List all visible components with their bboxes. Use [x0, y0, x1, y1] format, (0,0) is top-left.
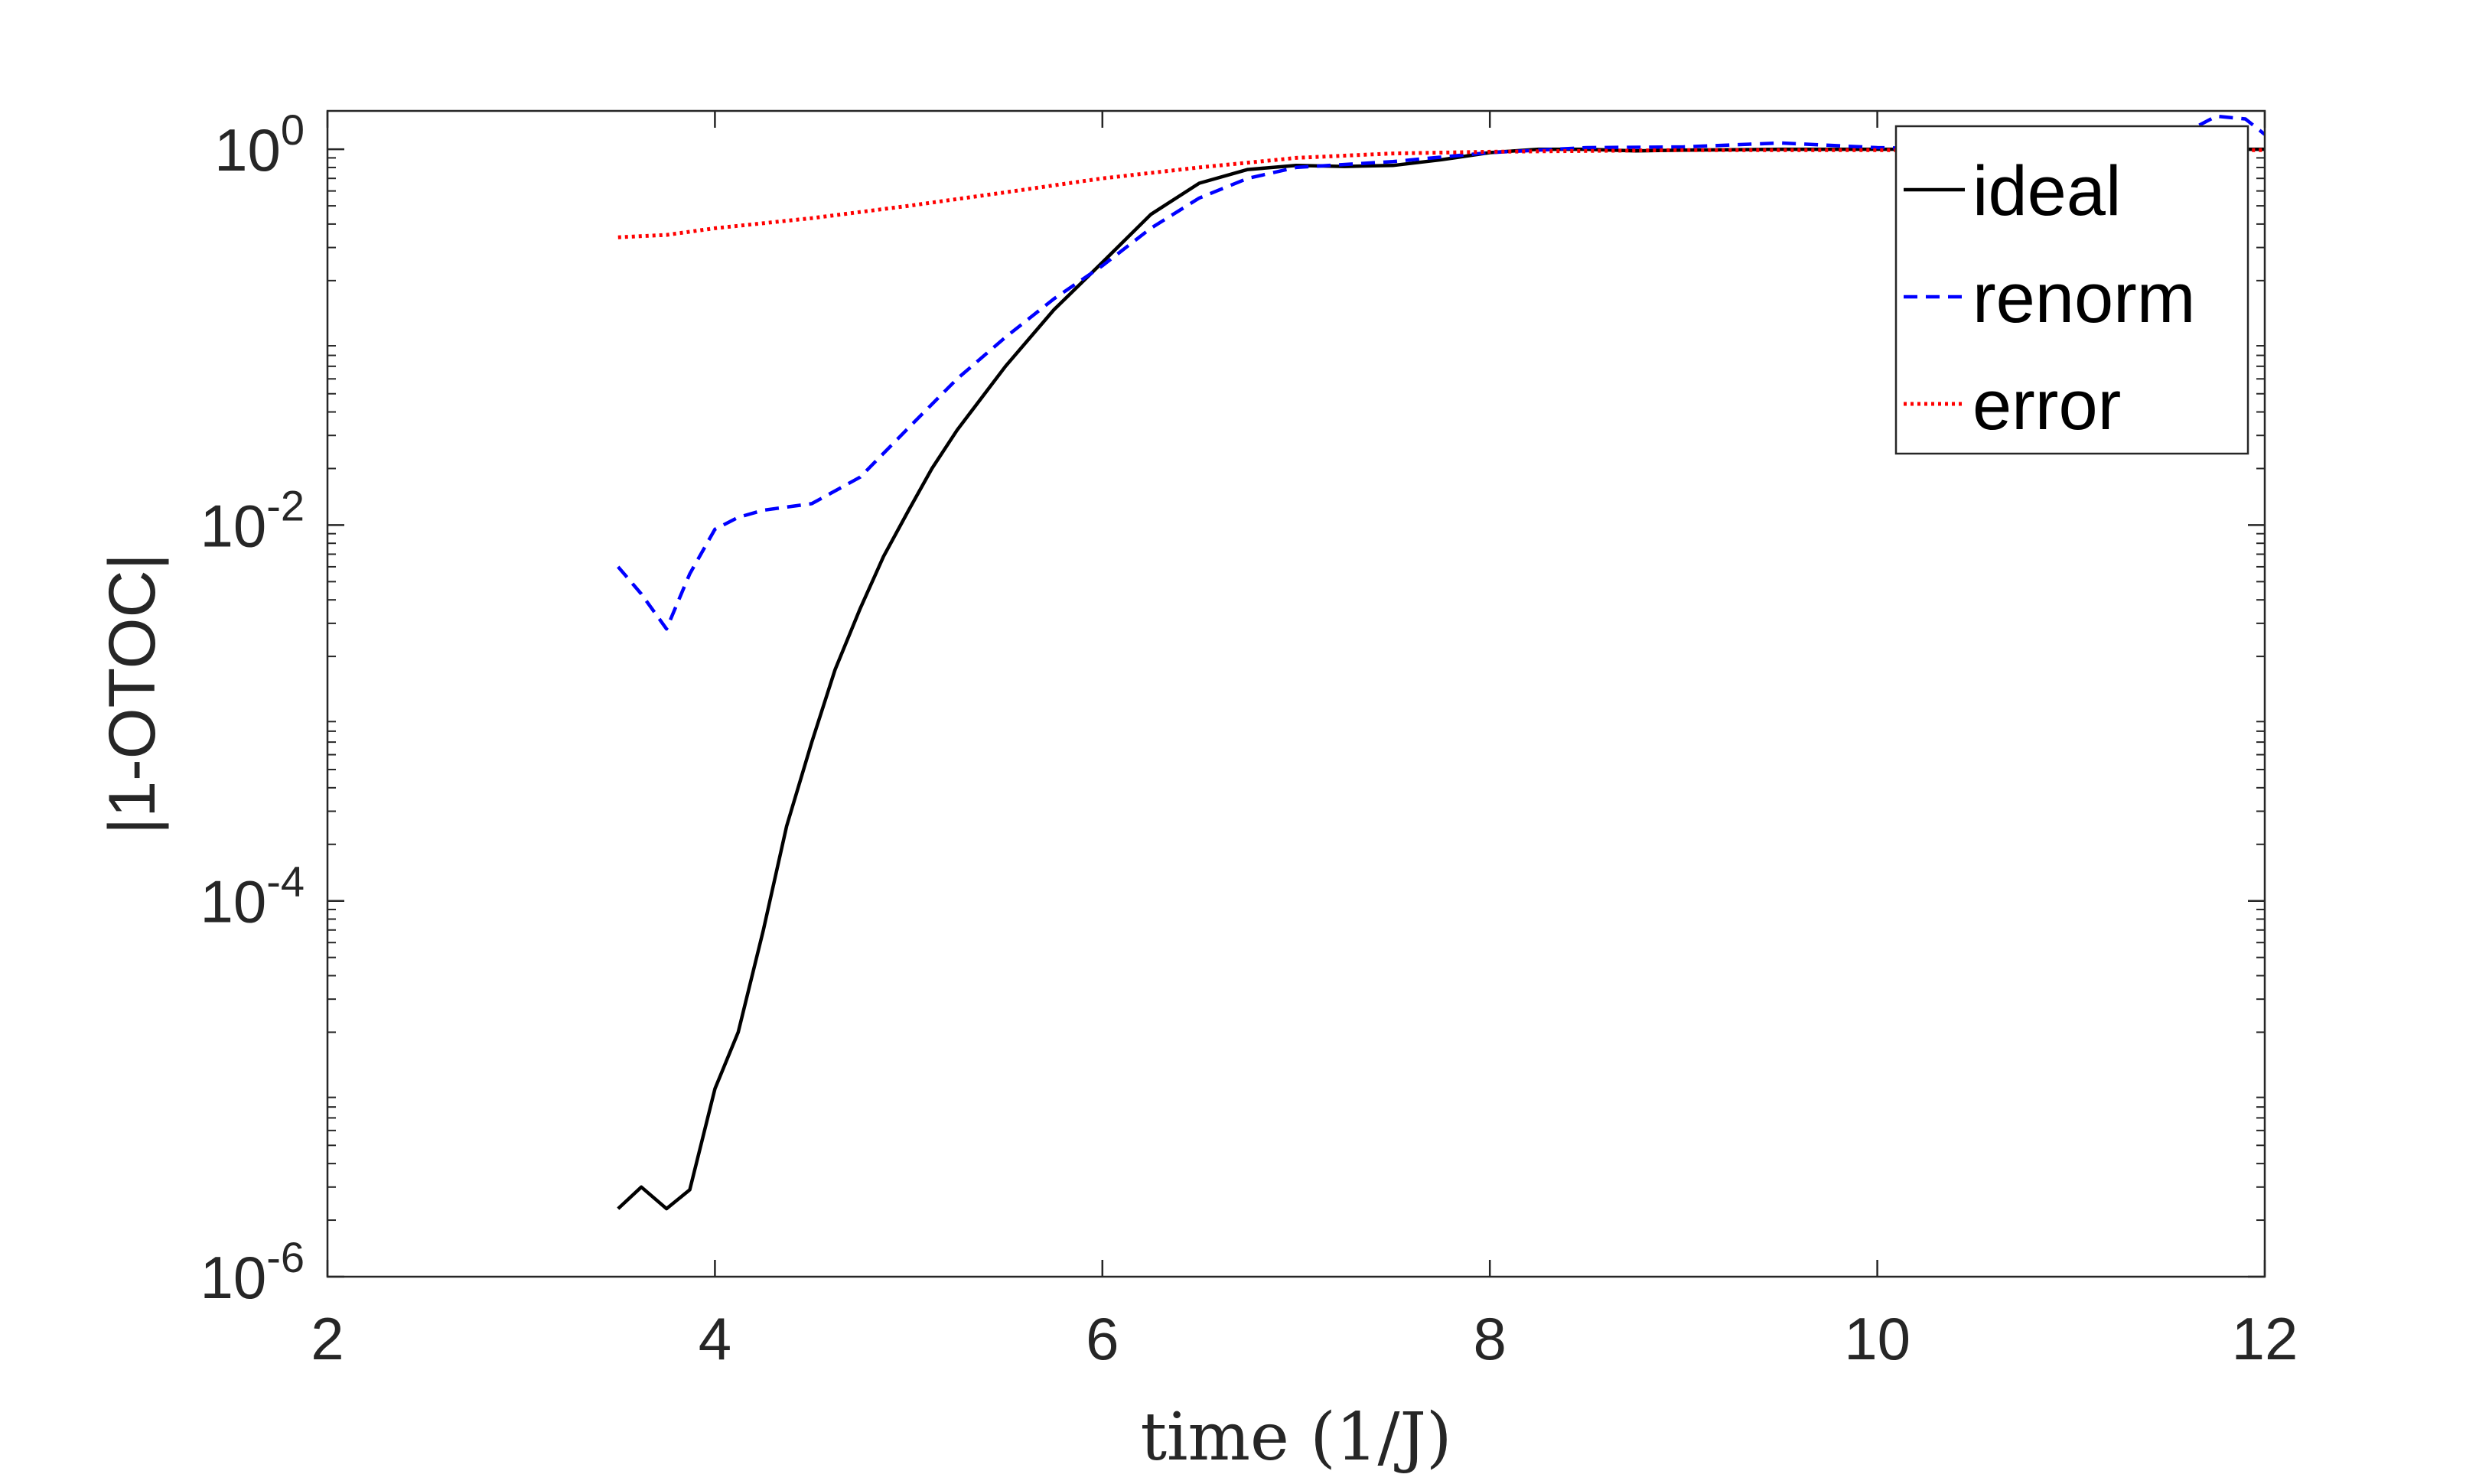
x-tick-label: 4: [699, 1305, 731, 1372]
y-tick-label: 10-6: [200, 1233, 305, 1311]
legend-label-renorm: renorm: [1972, 259, 2195, 337]
series-line-error: [617, 148, 2265, 239]
y-tick-label-exponent: -2: [266, 481, 305, 529]
legend-label-ideal: ideal: [1972, 152, 2121, 230]
legend-label-error: error: [1972, 366, 2121, 444]
y-tick-label-base: 10: [200, 492, 266, 559]
y-tick-label-base: 10: [200, 868, 266, 936]
plot-area-border: [326, 109, 2266, 1278]
series-line-ideal: [617, 147, 2265, 1211]
y-tick-label-exponent: -6: [266, 1233, 305, 1281]
x-tick-label: 2: [311, 1305, 344, 1372]
y-tick-label-base: 10: [200, 1244, 266, 1311]
y-tick-label-exponent: -4: [266, 858, 305, 906]
y-tick-label-base: 10: [214, 116, 281, 184]
y-tick-label: 10-2: [200, 481, 305, 559]
axis-labels: |1-OTOC| time (1/J): [96, 553, 1452, 1476]
x-tick-label: 6: [1086, 1305, 1119, 1372]
legend-box: [1894, 125, 2249, 455]
x-axis-label: time (1/J): [1140, 1399, 1451, 1476]
x-tick-label: 8: [1474, 1305, 1507, 1372]
legend: ideal renorm error: [1894, 125, 2249, 455]
x-tick-label: 12: [2232, 1305, 2298, 1372]
y-axis-label: |1-OTOC|: [96, 553, 169, 835]
y-tick-label: 100: [214, 106, 305, 184]
y-tick-label-exponent: 0: [281, 106, 305, 154]
y-tick-label: 10-4: [200, 858, 305, 936]
x-tick-label: 10: [1844, 1305, 1911, 1372]
